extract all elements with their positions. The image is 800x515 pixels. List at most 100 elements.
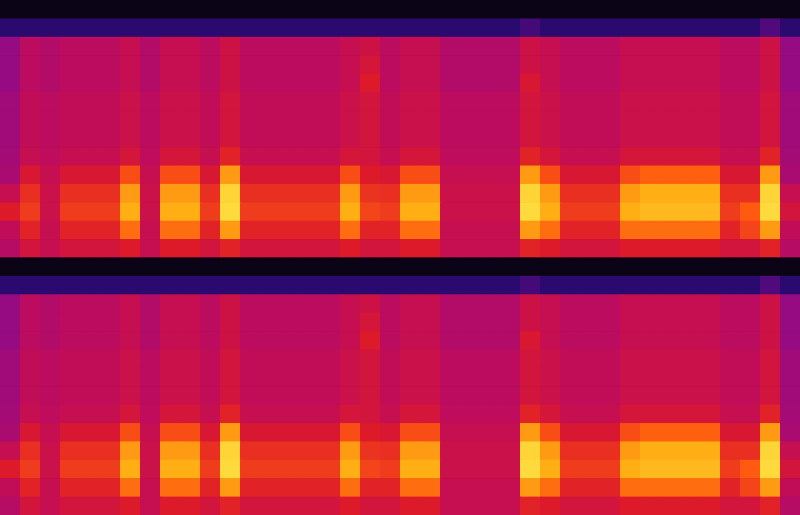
spectrogram-cell [720, 92, 741, 111]
spectrogram-cell [240, 18, 261, 37]
spectrogram-cell [720, 368, 741, 387]
spectrogram-cell [100, 202, 121, 221]
spectrogram-cell [740, 37, 761, 56]
spectrogram-cell [280, 386, 301, 405]
spectrogram-cell [600, 294, 621, 313]
spectrogram-cell [380, 37, 401, 56]
spectrogram-cell [480, 184, 501, 203]
spectrogram-cell [320, 202, 341, 221]
spectrogram-cell [220, 0, 241, 19]
spectrogram-cell [400, 147, 421, 166]
spectrogram-cell [560, 349, 581, 368]
spectrogram-cell [660, 497, 681, 515]
spectrogram-cell [720, 460, 741, 479]
spectrogram-cell [460, 239, 481, 257]
spectrogram-cell [180, 184, 201, 203]
spectrogram-cell [320, 55, 341, 74]
spectrogram-cell [320, 147, 341, 166]
spectrogram-cell [720, 110, 741, 129]
spectrogram-cell [420, 386, 441, 405]
spectrogram-cell [520, 258, 541, 277]
spectrogram-cell [640, 331, 661, 350]
spectrogram-cell [480, 74, 501, 93]
spectrogram-cell [600, 18, 621, 37]
spectrogram-cell [620, 478, 641, 497]
spectrogram-cell [40, 74, 61, 93]
spectrogram-cell [320, 92, 341, 111]
spectrogram-cell [760, 221, 781, 240]
spectrogram-cell [220, 423, 241, 442]
spectrogram-cell [780, 497, 800, 515]
spectrogram-cell [240, 460, 261, 479]
spectrogram-cell [320, 313, 341, 332]
spectrogram-cell [740, 147, 761, 166]
spectrogram-cell [660, 18, 681, 37]
spectrogram-cell [760, 349, 781, 368]
spectrogram-cell [360, 55, 381, 74]
spectrogram-cell [80, 405, 101, 424]
spectrogram-cell [720, 37, 741, 56]
spectrogram-cell [560, 497, 581, 515]
spectrogram-cell [260, 37, 281, 56]
spectrogram-cell [700, 55, 721, 74]
spectrogram-cell [20, 0, 41, 19]
spectrogram-cell [660, 478, 681, 497]
spectrogram-cell [420, 221, 441, 240]
spectrogram-cell [660, 368, 681, 387]
spectrogram-cell [0, 92, 21, 111]
spectrogram-cell [700, 147, 721, 166]
spectrogram-cell [540, 92, 561, 111]
spectrogram-cell [360, 74, 381, 93]
spectrogram-cell [760, 37, 781, 56]
spectrogram-cell [180, 0, 201, 19]
spectrogram-cell [480, 349, 501, 368]
spectrogram-cell [400, 18, 421, 37]
spectrogram-cell [240, 441, 261, 460]
spectrogram-cell [760, 497, 781, 515]
spectrogram-cell [120, 129, 141, 148]
spectrogram-cell [40, 386, 61, 405]
spectrogram-cell [140, 166, 161, 185]
spectrogram-cell [60, 460, 81, 479]
spectrogram-cell [60, 184, 81, 203]
spectrogram-cell [580, 147, 601, 166]
spectrogram-cell [580, 74, 601, 93]
spectrogram-cell [240, 184, 261, 203]
spectrogram-cell [540, 202, 561, 221]
spectrogram-cell [100, 239, 121, 257]
spectrogram-cell [680, 202, 701, 221]
spectrogram-cell [720, 405, 741, 424]
spectrogram-cell [400, 37, 421, 56]
spectrogram-cell [220, 147, 241, 166]
spectrogram-cell [420, 405, 441, 424]
spectrogram-cell [700, 497, 721, 515]
spectrogram-cell [440, 276, 461, 295]
spectrogram-cell [520, 18, 541, 37]
spectrogram-cell [20, 147, 41, 166]
spectrogram-cell [320, 460, 341, 479]
spectrogram-cell [460, 313, 481, 332]
spectrogram-cell [20, 110, 41, 129]
spectrogram-cell [140, 258, 161, 277]
spectrogram-cell [240, 478, 261, 497]
spectrogram-cell [280, 184, 301, 203]
spectrogram-cell [520, 331, 541, 350]
spectrogram-cell [140, 386, 161, 405]
spectrogram-cell [0, 55, 21, 74]
spectrogram-cell [780, 368, 800, 387]
spectrogram-cell [80, 0, 101, 19]
spectrogram-cell [520, 294, 541, 313]
spectrogram-cell [620, 294, 641, 313]
spectrogram-cell [520, 478, 541, 497]
spectrogram-cell [760, 368, 781, 387]
spectrogram-cell [560, 129, 581, 148]
spectrogram-cell [760, 423, 781, 442]
spectrogram-cell [0, 276, 21, 295]
spectrogram-cell [740, 18, 761, 37]
spectrogram-cell [520, 441, 541, 460]
spectrogram-cell [540, 478, 561, 497]
spectrogram-cell [740, 368, 761, 387]
spectrogram-cell [600, 202, 621, 221]
spectrogram-cell [700, 74, 721, 93]
spectrogram-cell [340, 166, 361, 185]
